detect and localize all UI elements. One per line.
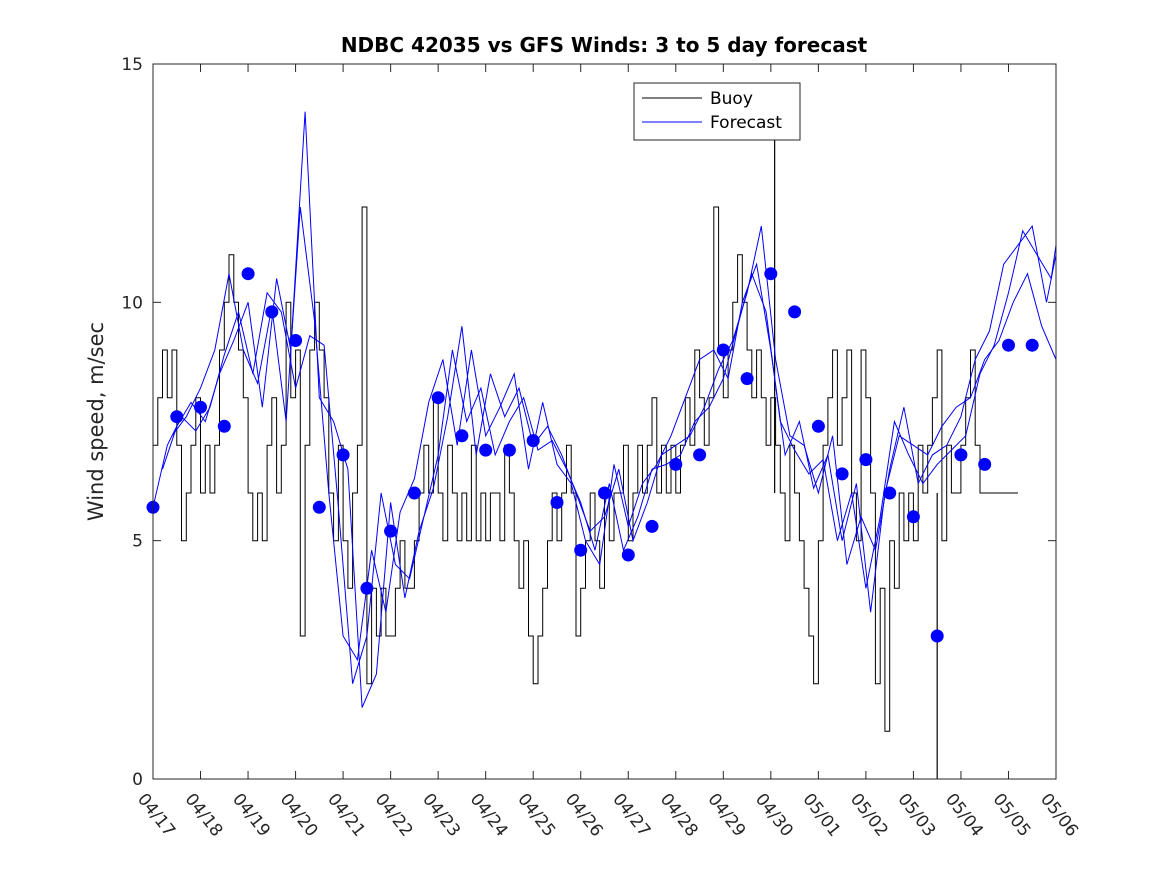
forecast-marker [479, 443, 493, 457]
forecast-marker [455, 429, 469, 443]
forecast-marker [859, 453, 873, 467]
forecast-marker [170, 410, 184, 424]
y-axis: 0 5 10 15 [121, 55, 1056, 790]
forecast-marker [906, 510, 920, 524]
forecast-marker [502, 443, 516, 457]
forecast-marker [978, 457, 992, 471]
y-tick-label: 0 [132, 770, 143, 790]
forecast-marker [574, 543, 588, 557]
forecast-marker [693, 448, 707, 462]
axes-frame [152, 63, 1057, 780]
forecast-marker [194, 400, 207, 414]
y-tick-label: 10 [121, 293, 143, 313]
forecast-marker [811, 419, 825, 433]
forecast-marker [645, 519, 659, 533]
legend-buoy-label: Buoy [710, 89, 753, 109]
forecast-marker [621, 548, 635, 562]
forecast-marker [598, 486, 611, 500]
legend-forecast-label: Forecast [710, 113, 782, 133]
forecast-marker [930, 629, 944, 643]
forecast-marker [740, 372, 754, 386]
legend-box [633, 82, 801, 141]
forecast-marker [764, 267, 778, 281]
forecast-run-line [171, 206, 1057, 662]
plot-area [146, 64, 1057, 779]
forecast-marker [289, 334, 303, 347]
forecast-marker [954, 448, 968, 462]
forecast-run-line [152, 229, 1057, 684]
y-tick-label: 5 [132, 532, 143, 552]
forecast-marker [241, 267, 255, 281]
forecast-marker [550, 496, 564, 509]
forecast-marker [431, 391, 445, 405]
forecast-marker [312, 500, 326, 514]
y-axis-label: Wind speed, m/sec [84, 322, 108, 521]
plot-background [153, 64, 1056, 779]
forecast-marker [788, 305, 802, 319]
forecast-series [152, 111, 1057, 708]
forecast-marker [716, 343, 730, 357]
forecast-marker [265, 305, 279, 319]
chart-title: NDBC 42035 vs GFS Winds: 3 to 5 day fore… [341, 33, 868, 57]
forecast-marker [1002, 338, 1015, 352]
y-tick-label: 15 [121, 55, 143, 75]
forecast-marker [1025, 338, 1039, 352]
forecast-marker [360, 581, 374, 595]
forecast-marker [669, 457, 683, 471]
legend: Buoy Forecast [633, 82, 801, 141]
forecast-run-line [162, 111, 1057, 708]
forecast-marker [384, 524, 398, 538]
forecast-marker [407, 486, 421, 500]
forecast-marker [217, 419, 231, 433]
forecast-marker [336, 448, 350, 462]
forecast-marker [526, 434, 540, 448]
forecast-markers [146, 267, 1039, 643]
forecast-marker [835, 467, 849, 481]
forecast-marker [883, 486, 897, 500]
